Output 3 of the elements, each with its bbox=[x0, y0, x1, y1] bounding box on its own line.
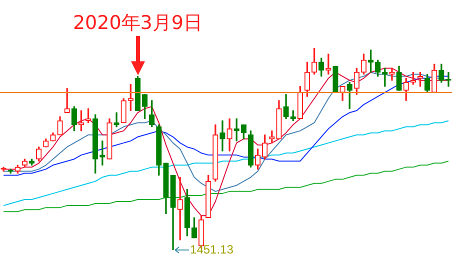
annotation: 1451.13 bbox=[190, 242, 234, 256]
candlestick bbox=[220, 120, 226, 152]
text: 2020年3月9日 bbox=[72, 11, 204, 36]
